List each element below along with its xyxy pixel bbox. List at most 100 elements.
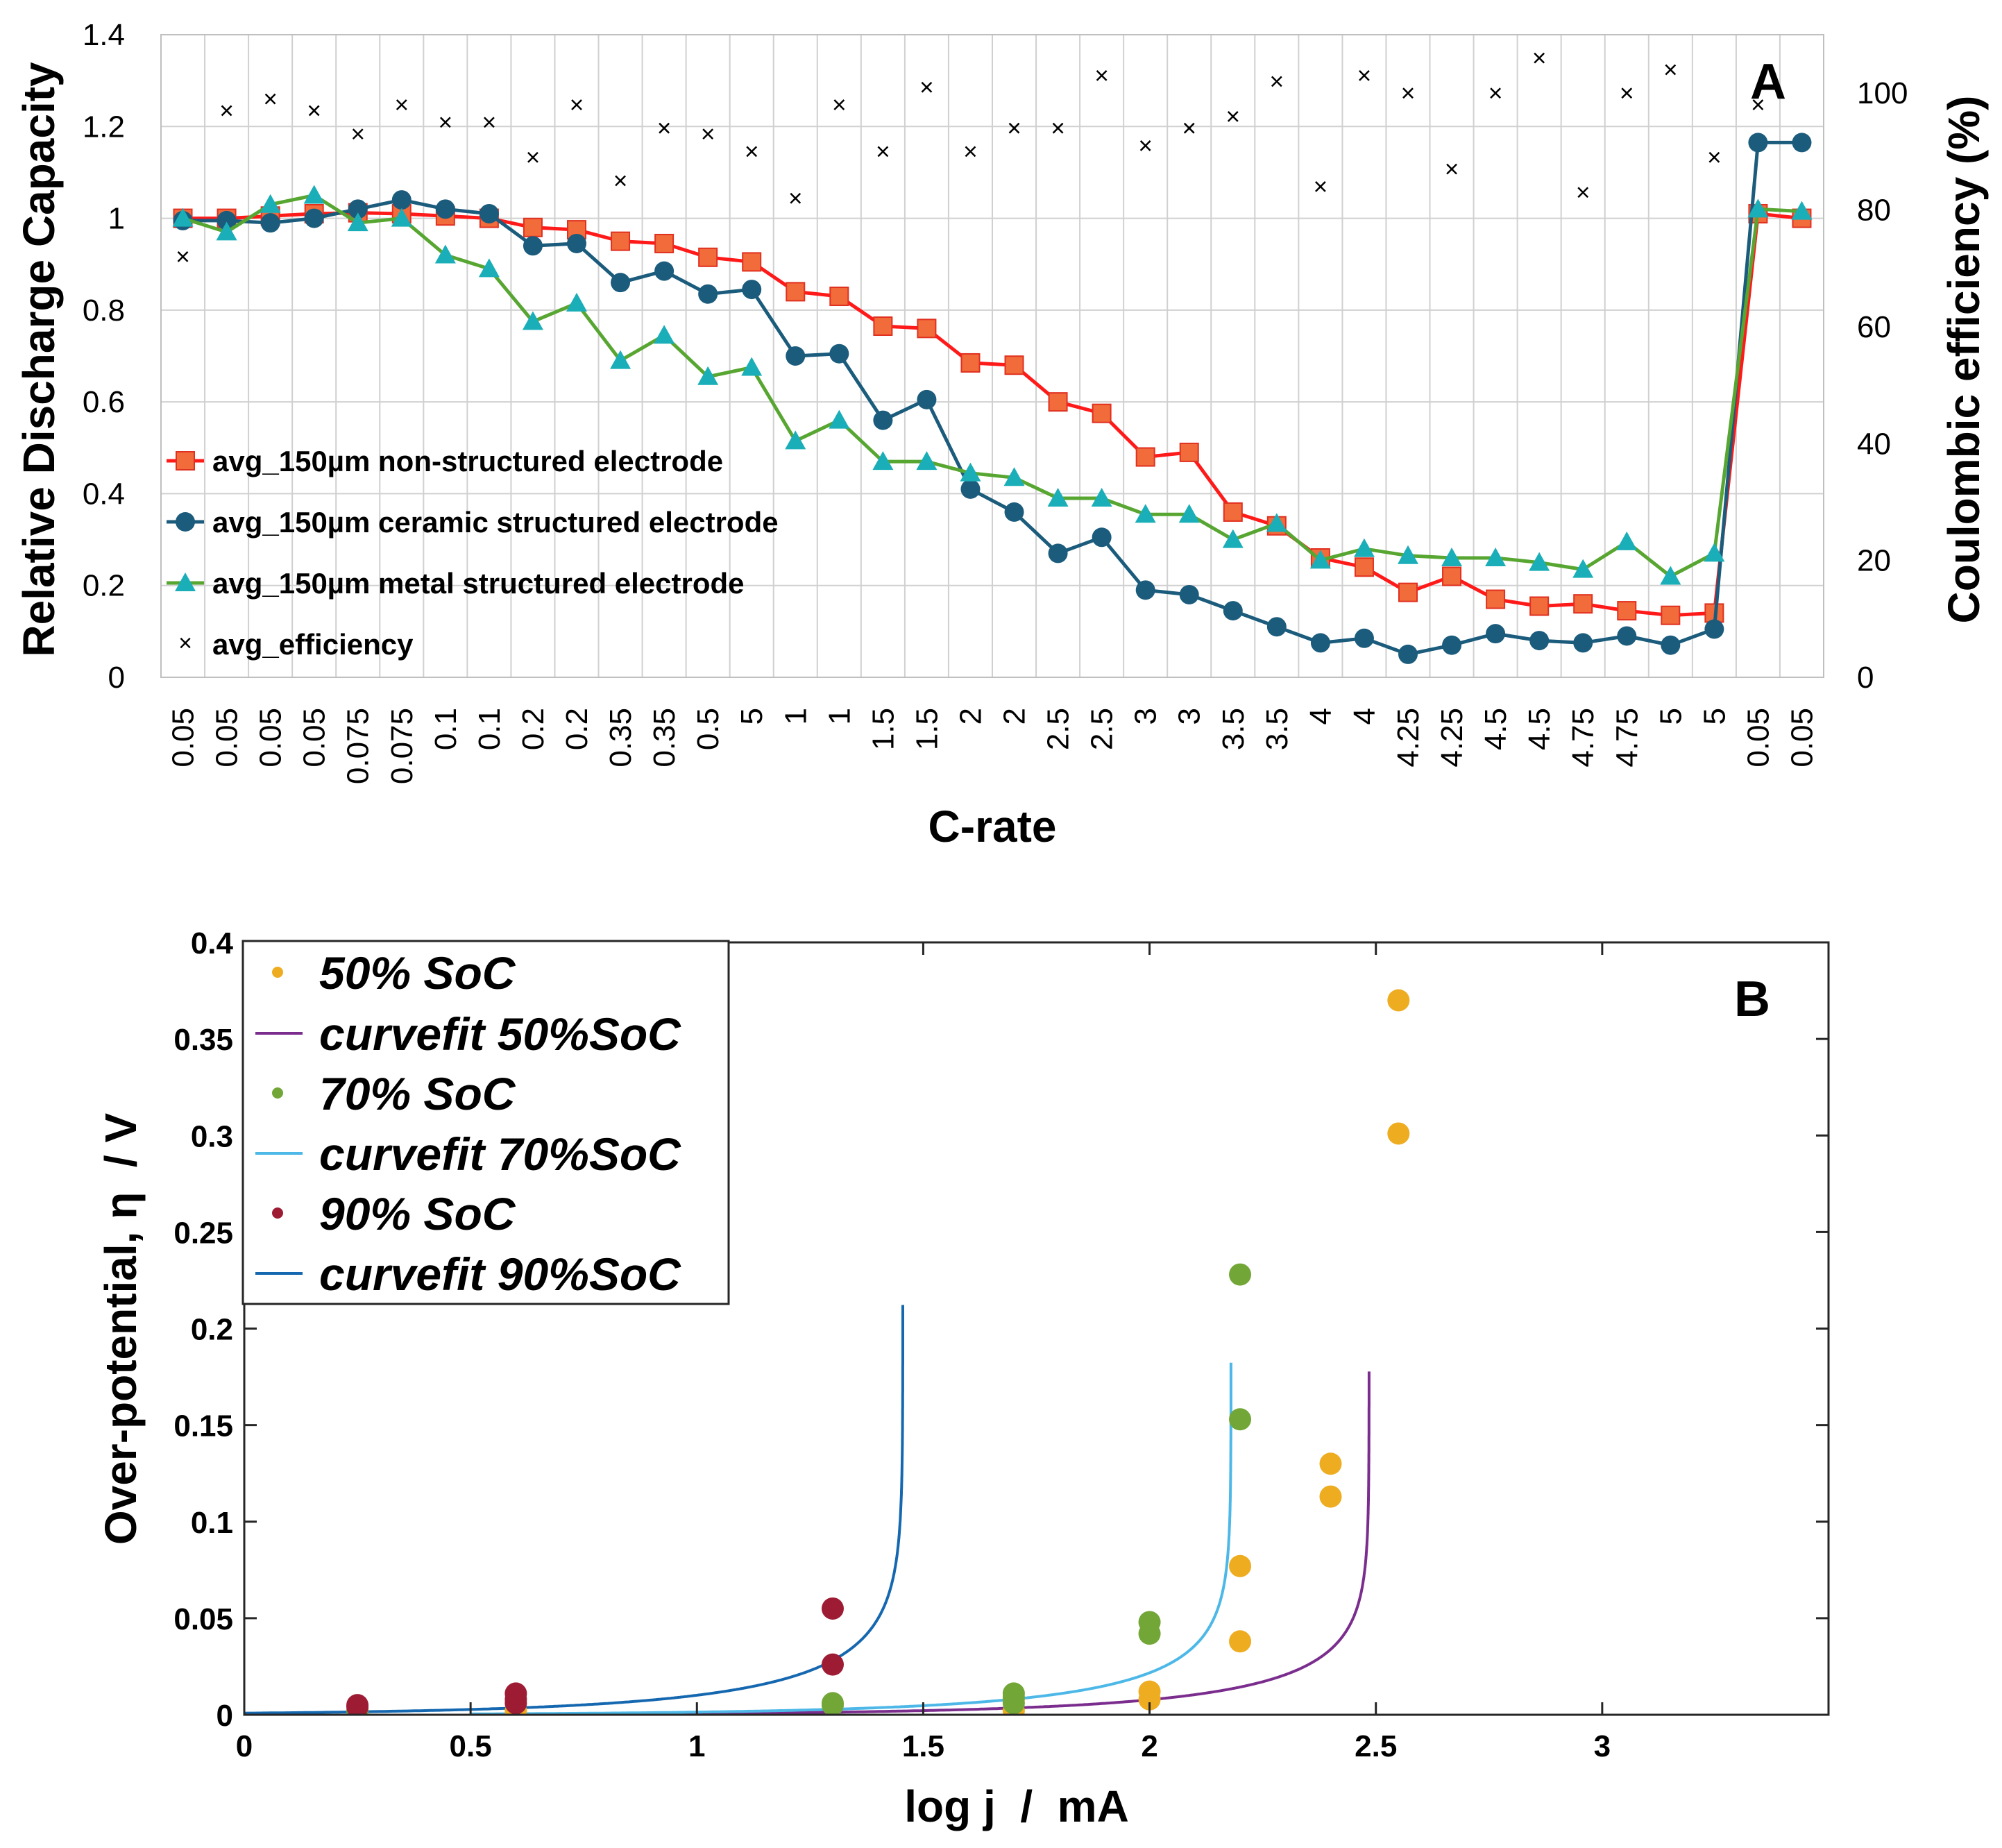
legend-a-label-non-structured: avg_150µm non-structured electrode — [212, 445, 723, 477]
data-point — [1319, 1485, 1342, 1508]
legend-a-entry-non-structured: avg_150µm non-structured electrode — [167, 445, 723, 477]
x-tick-label: 0 — [236, 1729, 253, 1763]
y-tick-label: 0.05 — [173, 1602, 233, 1636]
legend-b-label-90-soc: 90% SoC — [319, 1188, 516, 1239]
data-point-triangle — [478, 258, 500, 278]
efficiency-marker — [1359, 70, 1370, 81]
data-point-square — [523, 217, 543, 237]
chart-a-x-ticks: 0.05 0.05 0.05 0.05 0.075 0.075 0.1 0.1 0.2 0.2 0.… — [167, 708, 1819, 784]
x-tick-label: 3 — [1594, 1729, 1611, 1763]
data-point-circle — [348, 199, 368, 219]
x-tick-label: 4.5 — [1479, 708, 1513, 750]
data-point-circle — [1486, 624, 1506, 644]
data-point-square — [1135, 447, 1155, 467]
legend-b-label-curvefit-70: curvefit 70%SoC — [319, 1128, 681, 1180]
x-tick-label: 0.05 — [167, 708, 201, 768]
legend-b-entry-50-soc: 50% SoC — [272, 947, 516, 999]
data-point-square — [611, 231, 631, 251]
x-tick-label: 1.5 — [910, 708, 944, 750]
legend-b-entry-70-soc: 70% SoC — [272, 1068, 516, 1119]
x-tick-label: 4.25 — [1435, 708, 1469, 768]
chart-a-y2-axis-title: Coulombic efficiency (%) — [1939, 96, 1989, 624]
x-tick-label: 2 — [1141, 1729, 1157, 1763]
data-point-circle — [654, 261, 675, 281]
chart-a-series — [172, 52, 1813, 664]
data-point-circle — [742, 280, 762, 300]
data-point-triangle — [1398, 545, 1418, 564]
legend-a-label-efficiency: avg_efficiency — [212, 628, 414, 661]
data-point — [1138, 1680, 1161, 1703]
efficiency-marker — [833, 99, 845, 110]
y-tick-label: 0.2 — [83, 569, 125, 603]
data-point-triangle — [1178, 504, 1200, 523]
data-point-triangle — [1660, 566, 1681, 585]
data-point-square — [1092, 403, 1112, 423]
data-point-triangle — [829, 409, 850, 429]
efficiency-marker — [1139, 140, 1151, 151]
efficiency-marker — [1708, 151, 1720, 163]
data-point-triangle — [1441, 548, 1463, 567]
data-point-triangle — [391, 207, 412, 227]
data-point-square — [1573, 594, 1593, 614]
legend-b-entry-curvefit-90: curvefit 90%SoC — [255, 1248, 681, 1300]
y-tick-label: 1 — [108, 202, 125, 236]
data-point-circle — [391, 190, 412, 210]
legend-a-triangle-marker — [175, 573, 196, 591]
data-point-triangle — [1791, 201, 1813, 220]
efficiency-marker — [352, 128, 364, 139]
data-point-circle — [1354, 628, 1374, 648]
x-tick-label: 0.075 — [341, 708, 375, 784]
data-point — [821, 1653, 844, 1676]
data-point — [1229, 1554, 1252, 1577]
data-point-triangle — [1485, 548, 1507, 567]
legend-a-square-marker — [176, 451, 195, 471]
x-tick-label: 2.5 — [1355, 1729, 1397, 1763]
x-tick-label: 3 — [1173, 708, 1207, 724]
efficiency-marker — [1577, 187, 1589, 198]
data-point-circle — [698, 284, 718, 304]
x-tick-label: 4.75 — [1566, 708, 1600, 768]
x-tick-label: 0.2 — [516, 708, 550, 750]
curve-fit-line — [606, 1371, 1371, 1715]
data-point-triangle — [172, 207, 194, 227]
data-point-circle — [1573, 633, 1593, 653]
legend-a-entry-metal: avg_150µm metal structured electrode — [167, 567, 745, 600]
legend-b-label-curvefit-90: curvefit 90%SoC — [319, 1248, 681, 1300]
y2-tick-label: 80 — [1857, 194, 1891, 228]
y-tick-label: 0.4 — [191, 926, 234, 960]
x-tick-label: 4 — [1348, 708, 1382, 724]
efficiency-marker — [702, 128, 714, 139]
x-tick-label: 0.35 — [604, 708, 638, 768]
data-point-square — [1661, 605, 1681, 625]
data-point-square — [1354, 557, 1374, 577]
data-point-square — [1223, 502, 1243, 522]
efficiency-marker — [527, 151, 538, 163]
data-point-square — [1617, 601, 1637, 621]
efficiency-marker — [1227, 110, 1239, 122]
data-point-circle — [1792, 133, 1812, 153]
legend-b-dot-70-soc — [272, 1087, 283, 1099]
data-point-triangle — [916, 451, 938, 471]
chart-a-frame — [160, 34, 1824, 678]
data-point-square — [1179, 442, 1199, 462]
x-tick-label: 1 — [779, 708, 813, 724]
data-point-triangle — [1353, 538, 1375, 557]
x-tick-label: 4 — [1304, 708, 1338, 724]
data-point — [1387, 1122, 1410, 1145]
chart-a-y2-ticks: 0 20 40 60 80 100 — [1857, 76, 1908, 695]
legend-b-entry-90-soc: 90% SoC — [272, 1188, 516, 1239]
x-tick-label: 3.5 — [1216, 708, 1250, 750]
efficiency-marker — [746, 146, 758, 158]
data-point-square — [917, 319, 937, 339]
x-tick-label: 1.5 — [902, 1729, 944, 1763]
efficiency-marker — [1446, 163, 1457, 175]
x-tick-label: 0.1 — [473, 708, 507, 750]
y-tick-label: 1.4 — [83, 18, 125, 52]
x-tick-label: 0.5 — [691, 708, 725, 750]
efficiency-marker — [1402, 87, 1414, 99]
legend-b-entry-curvefit-50: curvefit 50%SoC — [255, 1008, 681, 1060]
efficiency-marker — [790, 192, 801, 204]
data-point-triangle — [1266, 513, 1287, 532]
data-point — [1229, 1263, 1252, 1286]
